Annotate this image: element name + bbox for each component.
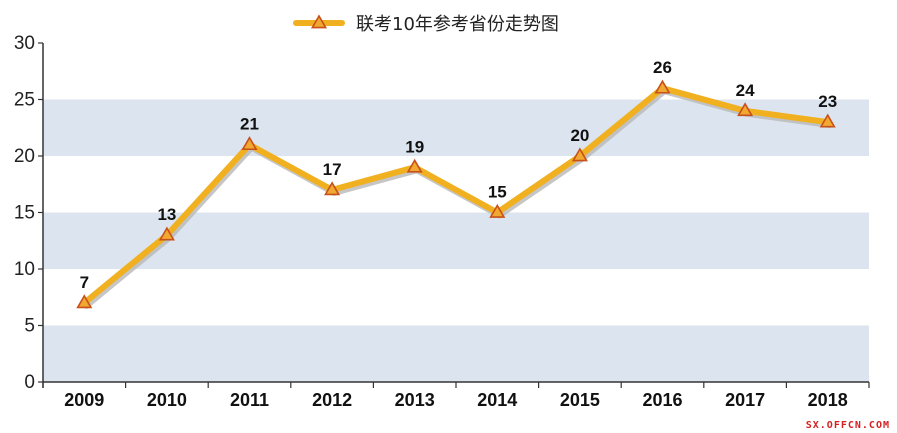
legend-triangle-marker-icon bbox=[310, 14, 328, 29]
x-tick-label: 2013 bbox=[395, 390, 435, 410]
data-label: 13 bbox=[157, 205, 176, 224]
data-label: 21 bbox=[240, 115, 259, 134]
data-labels: 7 13 21 17 19 15 20 26 24 23 bbox=[80, 58, 838, 292]
series-line-group bbox=[76, 79, 836, 309]
data-label: 23 bbox=[818, 92, 837, 111]
data-label: 15 bbox=[488, 183, 507, 202]
data-label: 24 bbox=[736, 81, 755, 100]
data-point-triangle-marker bbox=[654, 79, 671, 94]
y-tick-label: 20 bbox=[14, 146, 35, 167]
grid-band bbox=[43, 325, 869, 382]
data-point-triangle-marker bbox=[737, 102, 754, 117]
y-tick-label: 30 bbox=[14, 33, 35, 54]
y-tick-label: 0 bbox=[24, 372, 35, 393]
series-line bbox=[81, 85, 831, 306]
x-tick-label: 2010 bbox=[147, 390, 187, 410]
data-point-triangle-marker bbox=[406, 158, 423, 173]
data-label: 20 bbox=[570, 126, 589, 145]
data-label: 26 bbox=[653, 58, 672, 77]
x-tick-label: 2018 bbox=[808, 390, 848, 410]
y-tick-label: 5 bbox=[24, 316, 35, 337]
x-tick-label: 2016 bbox=[642, 390, 682, 410]
watermark-text: SX.OFFCN.COM bbox=[806, 420, 890, 431]
x-tick-label: 2009 bbox=[64, 390, 104, 410]
y-axis: 0 5 10 15 20 25 30 bbox=[14, 33, 44, 393]
data-point-triangle-marker bbox=[324, 181, 341, 196]
x-tick-label: 2012 bbox=[312, 390, 352, 410]
data-point-triangle-marker bbox=[76, 294, 93, 309]
x-tick-label: 2014 bbox=[477, 390, 517, 410]
legend-series-name: 联考10年参考省份走势图 bbox=[356, 14, 559, 35]
data-label: 7 bbox=[80, 273, 89, 292]
data-label: 19 bbox=[405, 137, 424, 156]
y-tick-label: 15 bbox=[14, 203, 35, 224]
data-label: 17 bbox=[323, 160, 342, 179]
data-point-triangle-marker bbox=[489, 203, 506, 218]
y-tick-label: 25 bbox=[14, 90, 35, 111]
x-tick-label: 2011 bbox=[230, 390, 269, 410]
data-point-triangle-marker bbox=[241, 136, 258, 151]
x-tick-label: 2017 bbox=[725, 390, 765, 410]
data-point-triangle-marker bbox=[158, 226, 175, 241]
y-tick-label: 10 bbox=[14, 259, 35, 280]
x-axis: 2009 2010 2011 2012 2013 2014 2015 2016 2017 2018 bbox=[42, 381, 870, 410]
data-point-triangle-marker bbox=[571, 147, 588, 162]
data-point-triangle-marker bbox=[819, 113, 836, 128]
x-tick-label: 2015 bbox=[560, 390, 600, 410]
legend: 联考10年参考省份走势图 bbox=[293, 14, 559, 35]
